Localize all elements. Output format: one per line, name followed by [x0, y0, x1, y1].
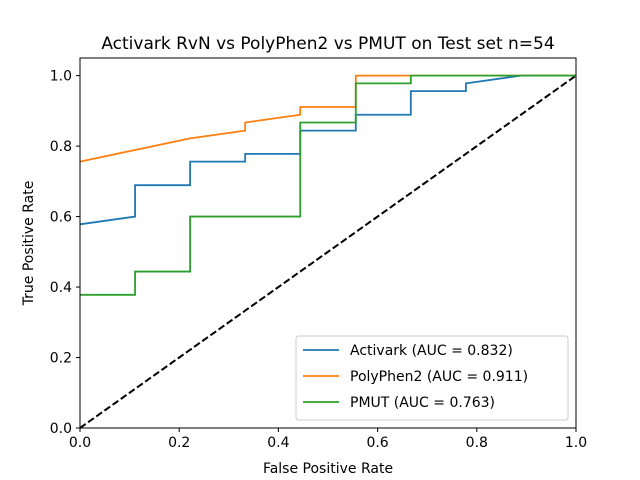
- legend-label-activark: Activark (AUC = 0.832): [350, 343, 513, 359]
- x-tick-label: 0.0: [69, 435, 91, 451]
- y-axis-label: True Positive Rate: [21, 181, 37, 307]
- legend-box: [295, 335, 569, 421]
- x-tick-label: 0.2: [168, 435, 190, 451]
- y-tick-label: 0.6: [50, 210, 72, 226]
- y-tick-label: 1.0: [50, 69, 72, 85]
- reference-diagonal-line: [79, 74, 577, 429]
- series-line-pmut: [80, 74, 576, 296]
- y-tick-label: 0.0: [50, 421, 72, 437]
- legend: Activark (AUC = 0.832) PolyPhen2 (AUC = …: [295, 335, 569, 421]
- y-tick-label: 0.2: [50, 351, 72, 367]
- x-tick-label: 0.4: [267, 435, 289, 451]
- y-tick-label: 0.4: [50, 280, 72, 296]
- plot-frame: [79, 57, 577, 429]
- x-axis-label: False Positive Rate: [263, 461, 393, 477]
- series-line-polyphen2: [79, 74, 576, 163]
- legend-label-pmut: PMUT (AUC = 0.763): [350, 395, 495, 411]
- series-line-activark: [79, 74, 576, 226]
- x-tick-label: 0.8: [466, 435, 488, 451]
- x-tick-label: 0.6: [366, 435, 388, 451]
- chart-title: Activark RvN vs PolyPhen2 vs PMUT on Tes…: [101, 34, 554, 54]
- y-tick-label: 0.8: [50, 139, 72, 155]
- x-tick-label: 1.0: [565, 435, 587, 451]
- plot-area: [79, 74, 577, 429]
- axis-ticks: 0.0 0.2 0.4 0.6 0.8 1.0 0.0 0.2 0.4 0.6 0.8 1.0: [50, 69, 587, 451]
- legend-label-polyphen2: PolyPhen2 (AUC = 0.911): [350, 369, 528, 385]
